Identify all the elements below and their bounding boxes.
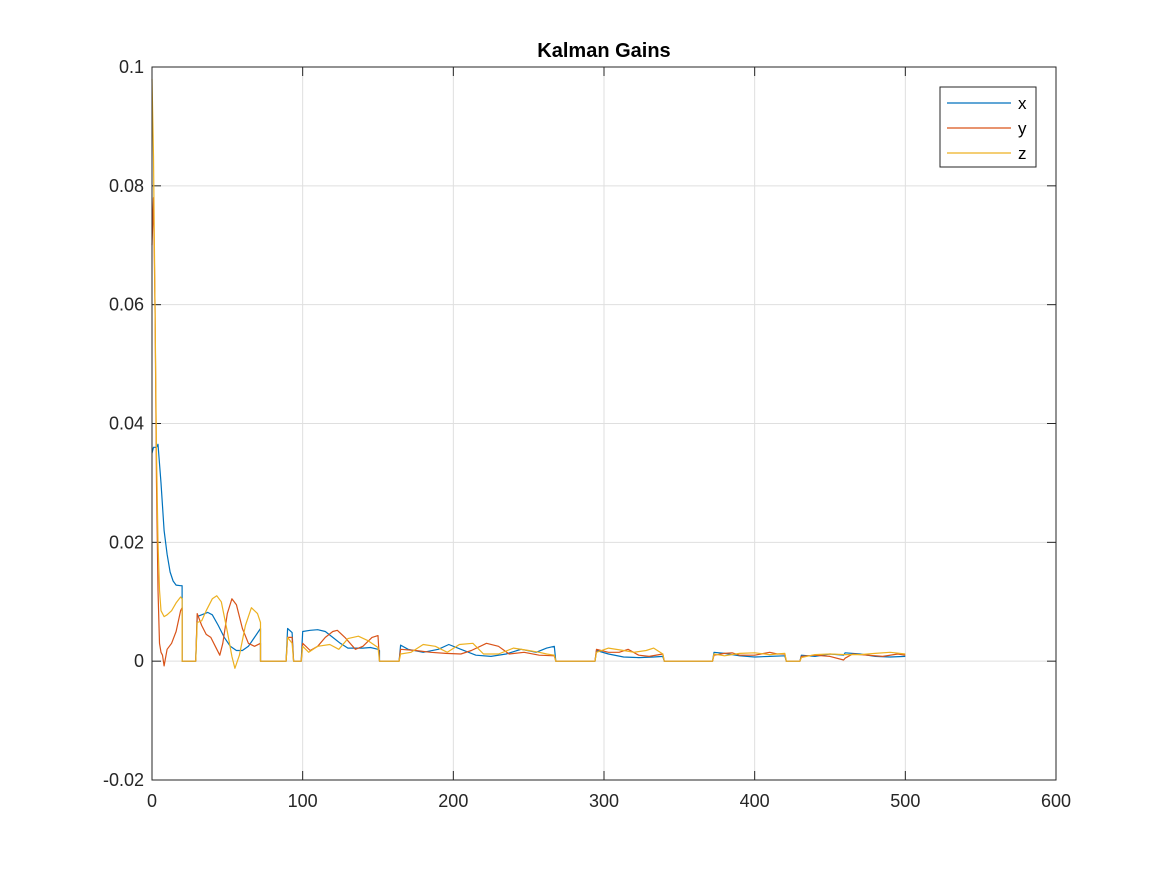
x-tick-labels: 0 100 200 300 400 500 600 xyxy=(147,791,1071,811)
y-tick-labels: -0.02 0 0.02 0.04 0.06 0.08 0.1 xyxy=(103,57,144,790)
grid-lines xyxy=(152,67,1056,780)
x-tick-label: 500 xyxy=(890,791,920,811)
y-tick-label: -0.02 xyxy=(103,770,144,790)
series-line-z xyxy=(151,78,906,669)
x-tick-label: 0 xyxy=(147,791,157,811)
x-tick-label: 200 xyxy=(438,791,468,811)
x-tick-label: 300 xyxy=(589,791,619,811)
legend-entries: xyz xyxy=(947,94,1027,163)
y-tick-label: 0.06 xyxy=(109,295,144,315)
x-tick-label: 400 xyxy=(740,791,770,811)
legend: xyz xyxy=(939,86,1037,168)
y-tick-label: 0.02 xyxy=(109,532,144,552)
axes-box xyxy=(151,66,1057,781)
legend-label-z: z xyxy=(1018,144,1027,163)
chart-title: Kalman Gains xyxy=(537,40,670,62)
y-tick-label: 0.1 xyxy=(119,57,144,77)
legend-label-x: x xyxy=(1018,94,1027,113)
x-tick-label: 100 xyxy=(288,791,318,811)
legend-label-y: y xyxy=(1018,119,1027,138)
y-tick-label: 0 xyxy=(134,651,144,671)
series-lines xyxy=(151,78,906,669)
y-tick-label: 0.04 xyxy=(109,414,144,434)
x-tick-label: 600 xyxy=(1041,791,1071,811)
legend-box xyxy=(939,86,1037,168)
y-tick-label: 0.08 xyxy=(109,176,144,196)
plot-area xyxy=(151,66,1057,781)
